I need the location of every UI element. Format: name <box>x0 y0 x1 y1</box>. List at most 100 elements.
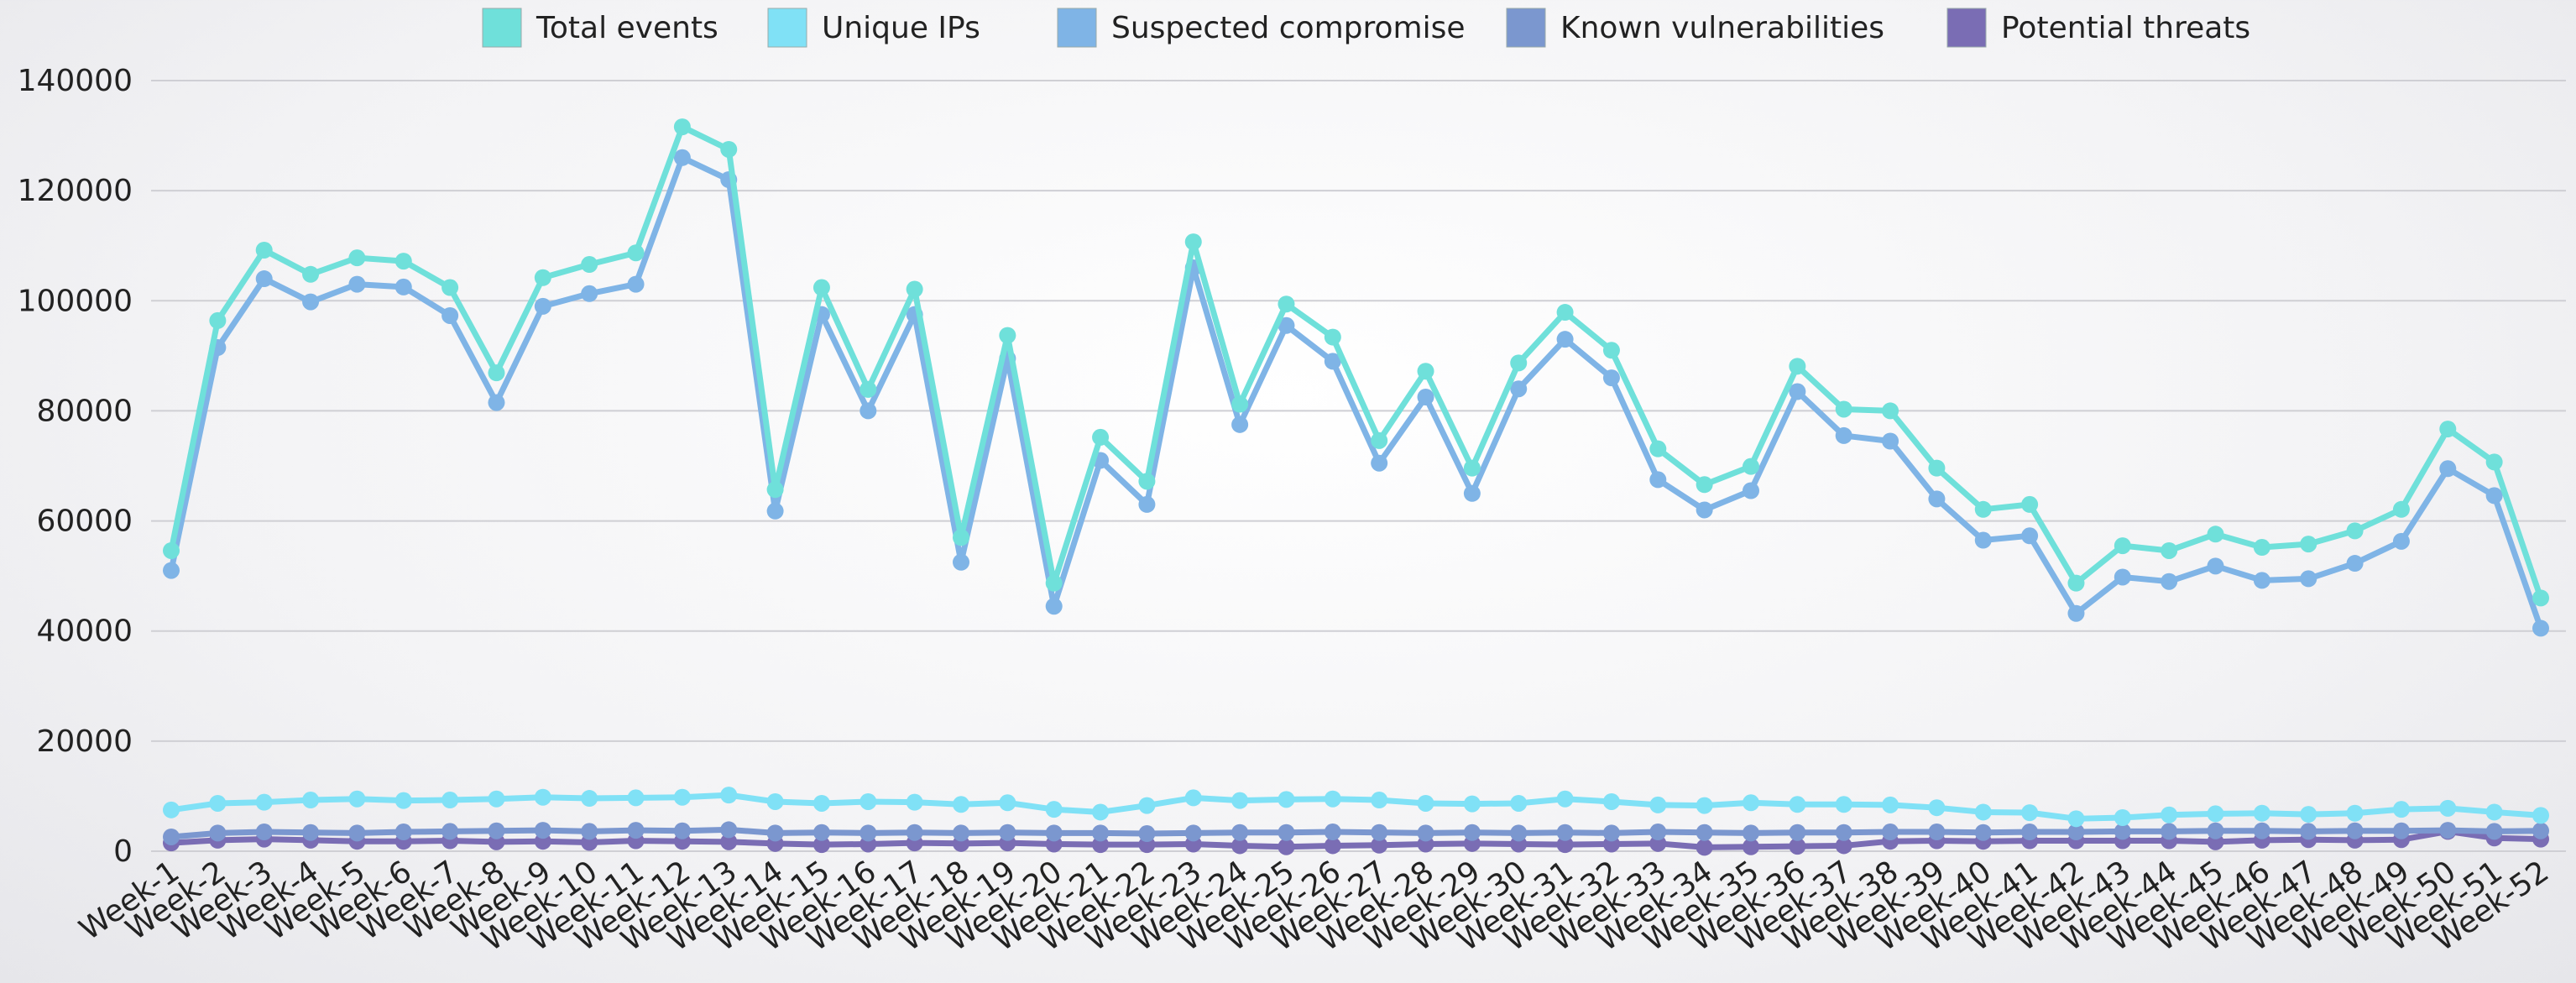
data-point <box>534 822 551 839</box>
data-point <box>2114 823 2131 840</box>
data-point <box>1743 794 1759 812</box>
data-point <box>394 824 412 841</box>
data-point <box>1789 358 1806 375</box>
data-point <box>2300 806 2317 824</box>
data-point <box>1835 837 1852 855</box>
data-point <box>534 297 551 315</box>
data-point <box>2300 536 2317 553</box>
data-point <box>2439 822 2457 839</box>
data-point <box>1371 454 1388 472</box>
legend-swatch <box>1057 8 1097 48</box>
data-point <box>1835 796 1852 813</box>
data-point <box>1045 824 1063 842</box>
data-point <box>860 380 877 398</box>
y-tick-label: 80000 <box>36 394 133 428</box>
series-line <box>168 123 2544 599</box>
legend-label: Suspected compromise <box>1111 11 1466 45</box>
data-point <box>1696 797 1713 814</box>
data-point <box>163 828 180 845</box>
data-point <box>627 275 645 293</box>
data-point <box>2485 803 2503 821</box>
data-point <box>1882 824 1899 841</box>
data-point <box>2021 527 2039 545</box>
y-tick-label: 120000 <box>18 174 133 208</box>
data-point <box>1602 824 1620 842</box>
data-point <box>1184 789 1202 807</box>
data-point <box>1835 824 1852 841</box>
data-point <box>1556 790 1574 808</box>
data-point <box>1789 796 1806 813</box>
data-point <box>255 270 273 288</box>
data-point <box>673 118 691 136</box>
y-tick-label: 40000 <box>36 614 133 649</box>
data-point <box>302 792 320 809</box>
data-point <box>2346 804 2364 822</box>
data-point <box>906 824 923 841</box>
data-point <box>2253 539 2270 557</box>
data-point <box>2114 568 2131 586</box>
legend-label: Potential threats <box>2001 11 2250 45</box>
data-point <box>1231 837 1249 855</box>
data-point <box>302 265 320 283</box>
data-point <box>999 794 1016 812</box>
data-point <box>394 792 412 809</box>
data-point <box>1417 824 1434 842</box>
data-point <box>1417 363 1434 380</box>
data-point <box>348 824 366 842</box>
data-point <box>442 279 459 296</box>
data-point <box>906 793 923 811</box>
data-point <box>953 824 969 842</box>
data-point <box>2067 810 2085 828</box>
data-point <box>860 824 877 842</box>
data-point <box>627 244 645 262</box>
data-point <box>766 792 784 810</box>
data-point <box>1602 792 1620 810</box>
data-point <box>673 788 691 806</box>
data-point <box>255 824 273 841</box>
data-point <box>1463 795 1481 813</box>
data-point <box>1510 824 1528 842</box>
data-point <box>1324 824 1341 841</box>
data-point <box>1928 824 1946 841</box>
data-point <box>1649 471 1667 489</box>
data-point <box>2207 805 2224 823</box>
data-point <box>1789 838 1806 855</box>
data-point <box>1928 459 1946 477</box>
data-point <box>534 788 551 806</box>
data-point <box>1696 476 1713 494</box>
data-point <box>2346 555 2364 573</box>
data-point <box>999 824 1016 841</box>
data-point <box>1928 799 1946 817</box>
data-point <box>442 306 459 324</box>
data-point <box>1974 803 1992 821</box>
data-point <box>209 794 227 812</box>
data-point <box>1278 295 1295 313</box>
data-point <box>534 269 551 286</box>
data-point <box>2532 620 2549 637</box>
data-point <box>1510 354 1528 372</box>
data-point <box>766 481 784 499</box>
data-point <box>348 249 366 267</box>
data-point <box>1835 426 1852 444</box>
data-point <box>1138 473 1156 490</box>
data-point <box>1974 531 1992 549</box>
data-point <box>1510 794 1528 812</box>
data-point <box>2439 421 2457 438</box>
legend-label: Total events <box>536 11 718 45</box>
data-point <box>1882 432 1899 450</box>
data-point <box>488 394 505 411</box>
data-point <box>1696 839 1713 856</box>
data-point <box>163 541 180 559</box>
data-point <box>163 562 180 579</box>
data-point <box>1278 316 1295 334</box>
y-tick-label: 100000 <box>18 284 133 318</box>
data-point <box>1045 598 1063 615</box>
data-point <box>1743 482 1759 499</box>
data-point <box>1092 824 1110 842</box>
data-point <box>1696 824 1713 841</box>
data-point <box>2114 537 2131 555</box>
data-point <box>1138 825 1156 843</box>
data-point <box>209 824 227 842</box>
data-point <box>1371 836 1388 854</box>
data-point <box>2253 572 2270 589</box>
